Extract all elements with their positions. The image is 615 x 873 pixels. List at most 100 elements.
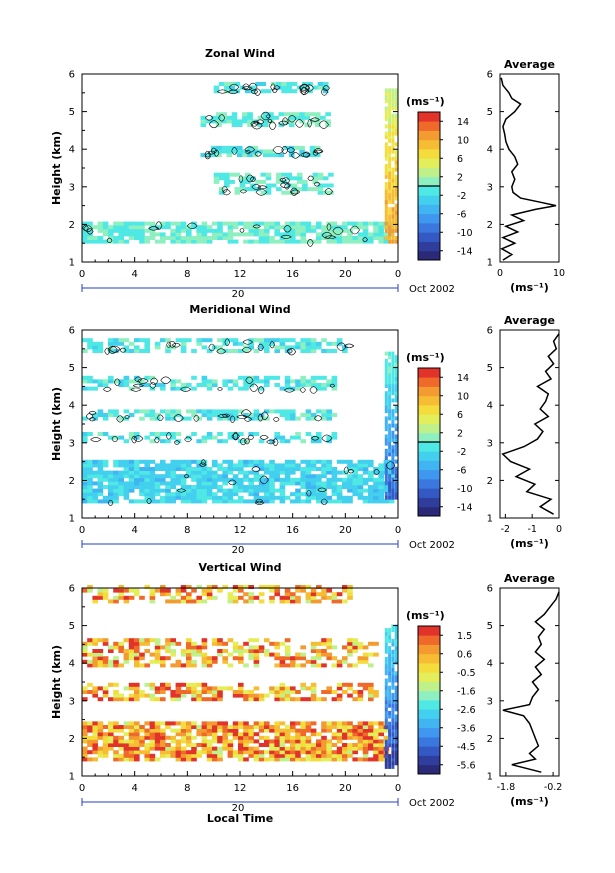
colorbar-swatch	[418, 368, 440, 378]
heat-cell	[123, 757, 130, 762]
heat-cell	[160, 225, 166, 230]
heat-cell	[326, 409, 332, 414]
heat-cell	[217, 735, 223, 740]
heat-cell	[128, 721, 135, 726]
heat-cell	[310, 682, 317, 687]
heat-cell	[201, 732, 208, 737]
heat-cell	[326, 383, 332, 387]
heat-cell	[290, 481, 296, 486]
colorbar-unit: (ms⁻¹)	[406, 95, 445, 108]
contour-line	[309, 386, 318, 394]
heat-cell	[394, 131, 398, 136]
heat-cell	[191, 743, 197, 747]
heat-cell	[321, 416, 327, 421]
heat-cell	[276, 176, 282, 181]
heat-cell	[212, 379, 218, 384]
heat-cell	[284, 746, 291, 751]
heat-cell	[191, 588, 197, 593]
heat-cell	[300, 341, 306, 346]
heat-cell	[295, 221, 301, 226]
heat-cell	[217, 409, 223, 414]
heat-cell	[296, 187, 303, 192]
heat-cell	[394, 214, 398, 219]
heat-cell	[227, 435, 234, 440]
heat-cell	[326, 725, 332, 729]
heat-cell	[217, 495, 223, 500]
avg-y-tick-label: 2	[487, 220, 493, 231]
heat-cell	[165, 488, 171, 493]
heat-cell	[97, 488, 104, 493]
heat-cell	[144, 750, 150, 755]
heat-cell	[388, 764, 392, 769]
heat-cell	[265, 89, 272, 94]
heat-cell	[128, 349, 135, 353]
heat-cell	[123, 228, 130, 233]
heat-cell	[253, 663, 260, 668]
heat-cell	[160, 467, 166, 471]
heat-cell	[258, 228, 265, 233]
colorbar-tick-label: -2	[457, 447, 466, 458]
heat-cell	[316, 225, 322, 230]
heat-cell	[391, 416, 395, 421]
heat-cell	[238, 682, 244, 687]
heat-cell	[253, 659, 260, 664]
heat-cell	[274, 383, 280, 387]
heat-cell	[128, 488, 135, 493]
heat-cell	[180, 467, 187, 471]
heat-cell	[391, 448, 395, 453]
heat-cell	[123, 375, 130, 380]
average-title: Average	[504, 572, 555, 585]
heat-cell	[378, 470, 384, 475]
x-tick-label: 0	[395, 269, 401, 280]
heat-cell	[113, 481, 119, 486]
heat-cell	[384, 203, 388, 208]
heat-cell	[347, 474, 353, 479]
colorbar-swatch	[418, 727, 440, 738]
heat-cell	[300, 585, 306, 589]
heat-cell	[368, 686, 374, 691]
heat-cell	[268, 119, 274, 124]
heat-cell	[165, 463, 171, 468]
heat-cell	[274, 732, 280, 737]
heat-cell	[139, 739, 145, 744]
heat-cell	[113, 728, 119, 733]
heat-cell	[92, 459, 98, 464]
heat-cell	[206, 225, 213, 230]
heat-cell	[258, 693, 265, 698]
heat-cell	[113, 659, 119, 664]
heat-cell	[191, 409, 197, 414]
heat-cell	[201, 641, 208, 646]
heat-cell	[238, 588, 244, 593]
heat-cell	[391, 728, 395, 733]
heat-cell	[165, 599, 171, 604]
heat-cell	[92, 656, 98, 661]
heat-cell	[82, 239, 88, 244]
heat-cell	[268, 149, 274, 154]
heat-cell	[87, 375, 93, 380]
heat-cell	[144, 338, 150, 343]
heat-cell	[368, 728, 374, 733]
heat-cell	[394, 492, 398, 496]
y-tick-label: 2	[69, 734, 75, 745]
x-tick-label: 20	[339, 783, 352, 794]
heat-cell	[305, 341, 312, 346]
heat-cell	[388, 405, 392, 410]
heat-cell	[92, 463, 98, 468]
contour-line	[286, 147, 296, 153]
heat-cell	[175, 239, 182, 244]
heat-cell	[269, 595, 275, 600]
heat-cell	[180, 495, 187, 500]
heat-cell	[368, 735, 374, 740]
heat-cell	[388, 369, 392, 374]
heat-cell	[128, 638, 135, 643]
heat-cell	[322, 85, 329, 90]
heat-cell	[123, 349, 130, 353]
heat-cell	[92, 739, 98, 744]
heat-cell	[342, 757, 348, 762]
heat-cell	[102, 663, 109, 668]
heat-cell	[242, 119, 248, 124]
heat-cell	[102, 750, 109, 755]
heat-cell	[238, 753, 244, 758]
heat-cell	[284, 728, 291, 733]
heat-cell	[196, 338, 202, 343]
